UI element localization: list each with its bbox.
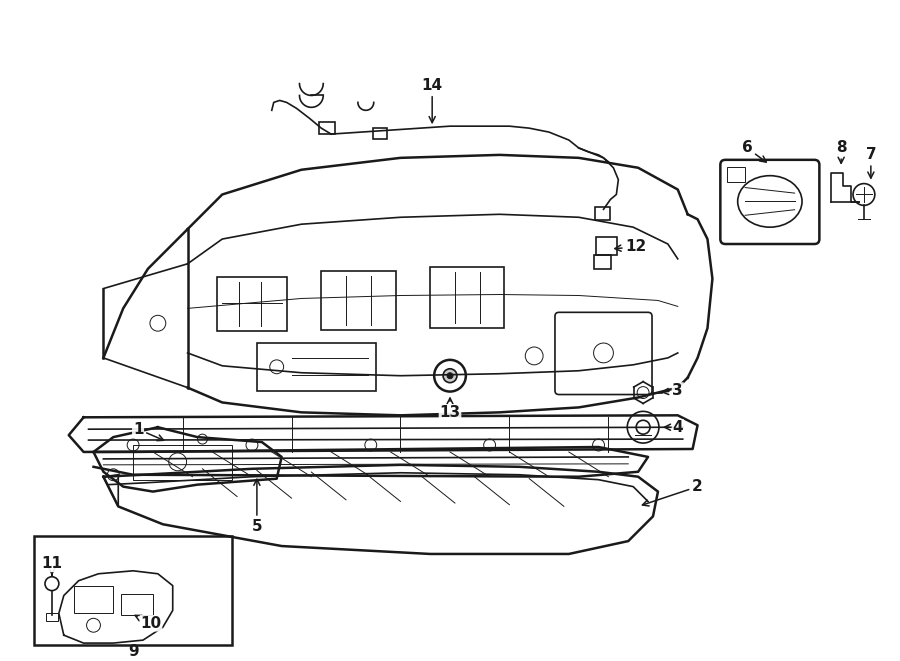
- Bar: [133, 445, 232, 480]
- Circle shape: [853, 184, 875, 206]
- Text: 7: 7: [866, 147, 877, 178]
- Text: 9: 9: [128, 644, 139, 658]
- FancyBboxPatch shape: [720, 160, 819, 244]
- Circle shape: [45, 577, 58, 590]
- Bar: [594, 255, 611, 269]
- Bar: [74, 586, 113, 613]
- Text: 11: 11: [41, 557, 62, 575]
- Bar: [595, 208, 610, 220]
- Text: 2: 2: [643, 479, 703, 506]
- Bar: [256, 343, 375, 391]
- Bar: [320, 122, 335, 134]
- Bar: [596, 237, 617, 255]
- Circle shape: [434, 360, 466, 391]
- Bar: [321, 271, 395, 330]
- Text: 1: 1: [133, 422, 164, 441]
- Text: 14: 14: [421, 78, 443, 123]
- Text: 8: 8: [836, 140, 847, 163]
- Text: 4: 4: [664, 420, 683, 435]
- Text: 12: 12: [615, 239, 647, 254]
- Text: 10: 10: [135, 615, 161, 631]
- Bar: [373, 128, 387, 139]
- Circle shape: [447, 373, 453, 379]
- Circle shape: [443, 369, 457, 383]
- Text: 13: 13: [439, 398, 461, 420]
- Text: 3: 3: [662, 383, 683, 398]
- Bar: [727, 167, 745, 182]
- Bar: [430, 267, 505, 328]
- Bar: [217, 277, 286, 331]
- Bar: [34, 536, 232, 645]
- Bar: [46, 613, 58, 621]
- Bar: [122, 594, 153, 615]
- Text: 5: 5: [252, 479, 262, 533]
- Text: 6: 6: [742, 140, 766, 162]
